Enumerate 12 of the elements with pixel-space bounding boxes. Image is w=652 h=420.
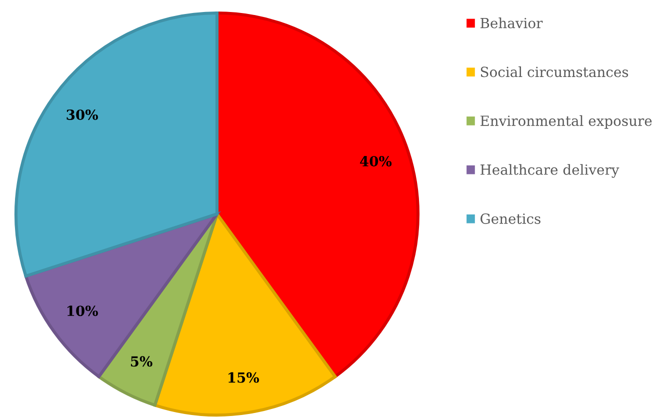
data-label: 5% [130, 356, 152, 367]
data-label: 15% [228, 372, 260, 383]
legend-label: Environmental exposure [480, 115, 652, 129]
data-label: 30% [66, 109, 98, 120]
legend-label: Genetics [480, 213, 540, 224]
pie-slice [24, 212, 219, 378]
legend-label: Behavior [480, 18, 543, 28]
pie-slice [14, 11, 219, 278]
data-label: 40% [360, 156, 392, 166]
legend-label: Social circumstances [480, 66, 628, 78]
legend-label: Healthcare delivery [480, 164, 620, 178]
data-label: 10% [67, 306, 98, 316]
